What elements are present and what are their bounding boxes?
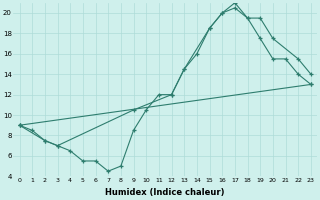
X-axis label: Humidex (Indice chaleur): Humidex (Indice chaleur) [106, 188, 225, 197]
